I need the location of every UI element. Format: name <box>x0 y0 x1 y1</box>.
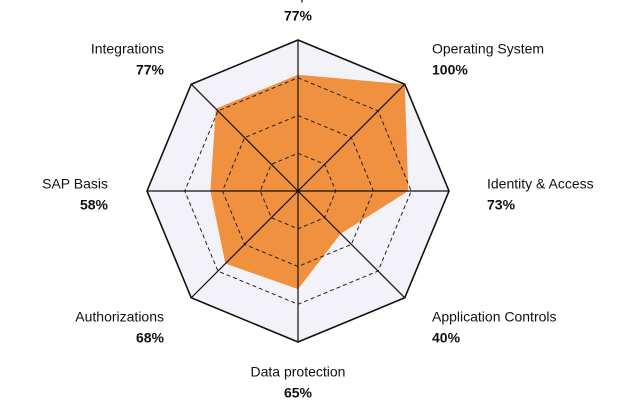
radar-area <box>210 74 409 290</box>
value-label: 77% <box>284 8 313 24</box>
value-label: 100% <box>432 62 468 78</box>
axis-label: Authorizations <box>75 309 164 325</box>
outer-ring <box>146 39 450 343</box>
value-label: 65% <box>284 385 313 401</box>
value-label: 73% <box>487 197 516 213</box>
axis-label: Integrations <box>91 41 164 57</box>
axis-label: Operating System <box>432 41 544 57</box>
value-label: 40% <box>432 330 461 346</box>
axis-label: SAP Basis <box>42 176 108 192</box>
axis-line <box>297 190 406 299</box>
axis-label: Development <box>257 0 340 3</box>
value-label: 77% <box>136 62 165 78</box>
axis-label: Data protection <box>251 364 346 380</box>
axis-line <box>190 190 299 299</box>
value-label: 68% <box>136 330 165 346</box>
axis-line <box>190 83 299 192</box>
axis-label: Identity & Access <box>487 176 594 192</box>
value-label: 58% <box>80 197 109 213</box>
axis-line <box>297 83 406 192</box>
axis-label: Application Controls <box>432 309 557 325</box>
